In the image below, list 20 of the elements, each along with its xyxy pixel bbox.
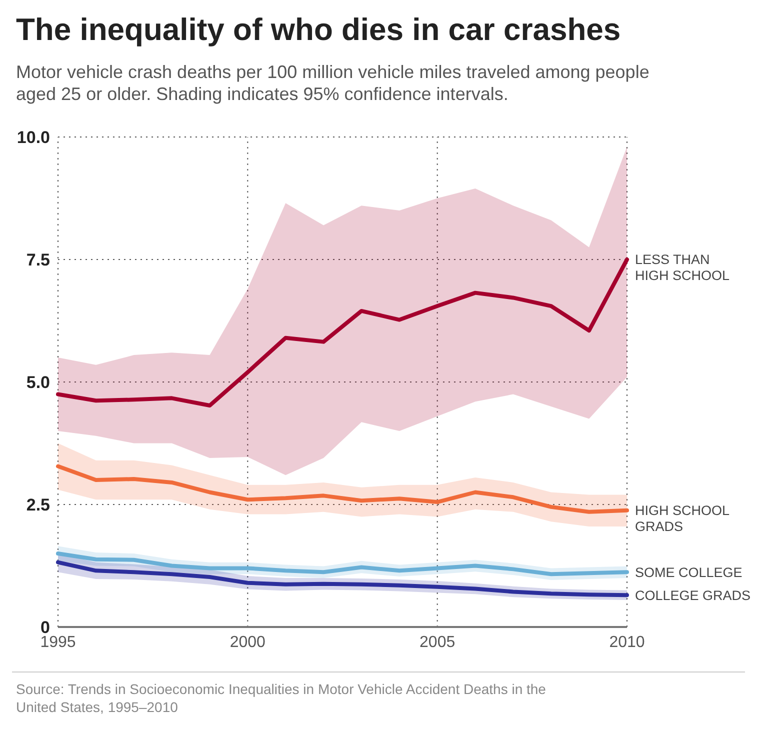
x-tick-label: 2000 bbox=[230, 634, 266, 651]
line-series bbox=[56, 464, 629, 514]
line-series bbox=[56, 552, 629, 576]
chart-subtitle: Motor vehicle crash deaths per 100 million vehicle miles traveled among people aged 25 or older. Shading indicates 95% confidence intervals. bbox=[16, 62, 650, 104]
y-tick-label: 7.5 bbox=[26, 250, 50, 270]
source-note: Source: Trends in Socioeconomic Inequalities in Motor Vehicle Accident Deaths in the United States, 1995–2010 bbox=[16, 681, 546, 715]
line-series bbox=[56, 560, 629, 598]
x-tick-label: 1995 bbox=[40, 634, 76, 651]
line-series bbox=[56, 258, 629, 408]
series-label: SOME COLLEGE bbox=[635, 564, 742, 580]
x-tick-label: 2005 bbox=[420, 634, 456, 651]
series-label: HIGH SCHOOL GRADS bbox=[635, 503, 730, 534]
x-tick-label: 2010 bbox=[609, 634, 645, 651]
y-tick-label: 10.0 bbox=[16, 128, 50, 147]
y-tick-label: 2.5 bbox=[26, 495, 50, 514]
series-label: LESS THAN HIGH SCHOOL bbox=[635, 252, 730, 284]
series-label: COLLEGE GRADS bbox=[635, 588, 751, 603]
chart-title: The inequality of who dies in car crashes bbox=[16, 12, 621, 47]
y-tick-label: 0 bbox=[40, 618, 50, 637]
y-tick-label: 5.0 bbox=[26, 372, 50, 392]
